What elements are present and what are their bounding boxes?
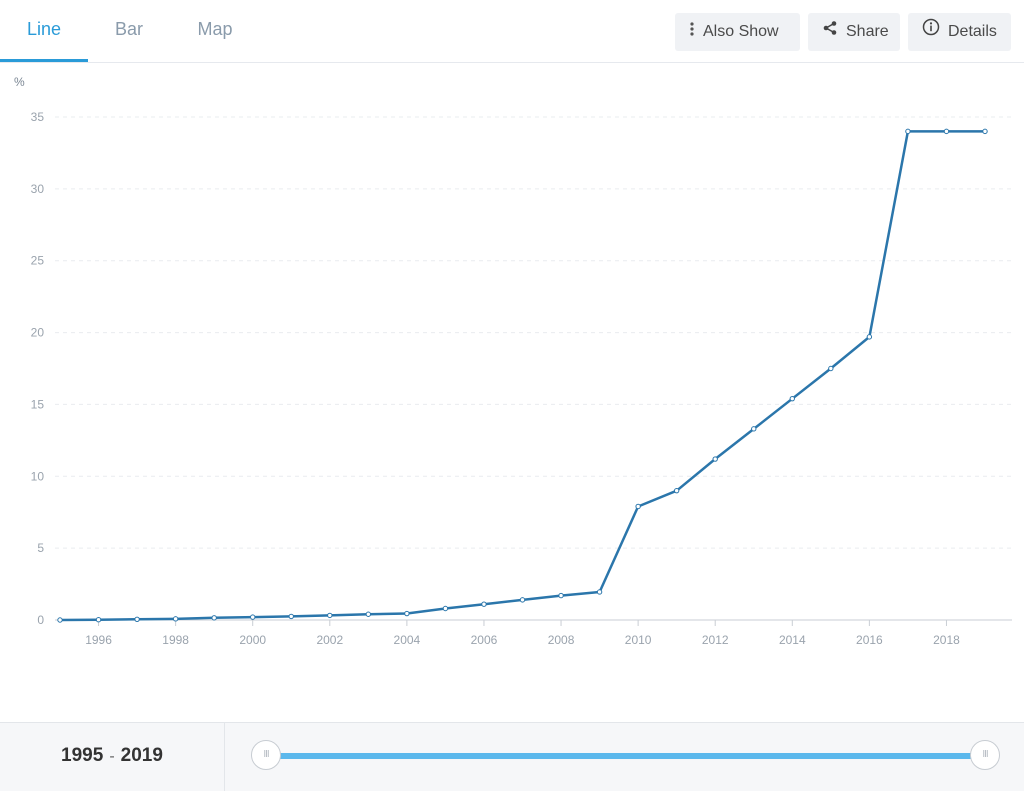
range-label: 1995-2019 (0, 723, 225, 791)
data-point (905, 128, 911, 135)
y-tick-label: 15 (31, 397, 45, 411)
y-axis-ticks: 0 5 10 15 20 25 30 35 (31, 110, 45, 627)
series-line (59, 130, 985, 622)
share-label: Share (846, 23, 889, 40)
data-point (288, 613, 294, 620)
data-point (635, 503, 641, 510)
data-point (866, 334, 873, 340)
share-button[interactable]: Share (808, 13, 900, 51)
data-point (712, 456, 718, 462)
x-tick-label: 2000 (239, 633, 266, 647)
y-tick-label: 20 (31, 326, 45, 340)
x-tick-label: 1998 (162, 633, 189, 647)
time-range-footer: 1995-2019 III III (0, 722, 1024, 791)
data-point (57, 617, 63, 623)
chart-toolbar: Line Bar Map Also Show Share Details (0, 0, 1024, 63)
data-point (404, 610, 410, 617)
also-show-button[interactable]: Also Show (675, 13, 800, 51)
y-tick-label: 0 (37, 613, 44, 627)
x-tick-label: 1996 (85, 633, 112, 647)
data-point (481, 601, 487, 607)
x-tick-label: 2004 (394, 633, 421, 647)
line-chart-svg: % 0 5 10 15 20 25 30 35 1996 1998 2000 2002 2004 200… (14, 75, 1012, 647)
x-tick-label: 2006 (471, 633, 498, 647)
x-tick-label: 2002 (316, 633, 343, 647)
series-group (57, 128, 988, 623)
data-point (558, 592, 564, 599)
range-separator: - (109, 748, 115, 765)
tab-bar[interactable]: Bar (114, 19, 143, 39)
range-slider-end-handle[interactable]: III (970, 740, 1000, 770)
data-point (982, 128, 988, 135)
y-tick-label: 5 (37, 541, 44, 555)
range-slider-start-handle[interactable]: III (251, 740, 281, 770)
also-show-label: Also Show (703, 23, 779, 40)
x-tick-label: 2018 (933, 633, 960, 647)
range-start: 1995 (61, 745, 104, 766)
tab-line[interactable]: Line (0, 0, 88, 62)
data-point (250, 614, 256, 620)
info-icon (922, 13, 940, 51)
data-point (172, 616, 179, 622)
data-point (751, 426, 757, 432)
x-tick-label: 2008 (548, 633, 575, 647)
x-tick-label: 2014 (779, 633, 806, 647)
x-tick-label: 2016 (856, 633, 883, 647)
details-label: Details (948, 23, 997, 40)
data-point (673, 487, 680, 494)
data-point (596, 589, 603, 595)
y-tick-label: 35 (31, 110, 45, 124)
line-chart: % 0 5 10 15 20 25 30 35 1996 1998 2000 2002 2004 200… (0, 63, 1024, 723)
data-point (211, 615, 217, 621)
data-point (327, 612, 333, 619)
grid-lines (55, 116, 1012, 621)
x-tick-label: 2010 (625, 633, 652, 647)
data-point (828, 365, 834, 372)
data-point (95, 617, 102, 623)
range-end: 2019 (120, 745, 163, 766)
data-point (943, 128, 950, 135)
data-point (365, 611, 372, 617)
data-point (442, 605, 449, 612)
share-icon (822, 13, 838, 51)
y-tick-label: 10 (31, 469, 45, 483)
data-point (134, 616, 140, 622)
x-tick-label: 2012 (702, 633, 729, 647)
details-button[interactable]: Details (908, 13, 1011, 51)
y-tick-label: 25 (31, 254, 45, 268)
vertical-dots-icon (689, 13, 695, 51)
y-axis-unit: % (14, 75, 25, 89)
data-point (789, 395, 795, 402)
data-point (519, 597, 526, 603)
tab-map[interactable]: Map (197, 19, 233, 39)
x-axis-ticks: 1996 1998 2000 2002 2004 2006 2008 2010 2012 2014… (85, 620, 960, 647)
range-slider-track[interactable] (266, 753, 986, 759)
y-tick-label: 30 (31, 182, 45, 196)
